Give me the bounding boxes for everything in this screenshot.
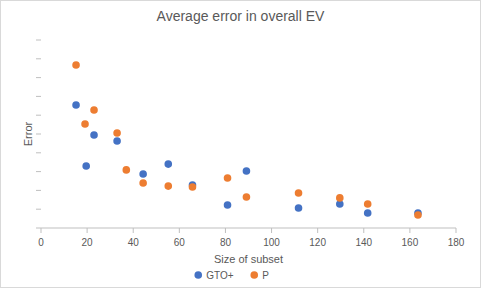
x-tick-label: 20 xyxy=(82,237,94,248)
x-tick-label: 100 xyxy=(263,237,280,248)
x-tick xyxy=(409,228,410,233)
point xyxy=(139,179,147,187)
point xyxy=(90,131,98,139)
y-tick xyxy=(36,228,41,229)
y-tick xyxy=(36,190,41,191)
x-tick-label: 140 xyxy=(355,237,372,248)
point xyxy=(164,160,172,168)
x-axis-label: Size of subset xyxy=(214,253,283,265)
x-tick xyxy=(363,228,364,233)
point xyxy=(139,170,147,178)
legend: GTO+ P xyxy=(194,270,269,281)
chart-container: Average error in overall EV 0 20 40 60 80 100 1… xyxy=(0,0,481,288)
x-tick-label: 180 xyxy=(448,237,465,248)
y-tick xyxy=(36,40,41,41)
point xyxy=(123,166,131,174)
x-tick xyxy=(271,228,272,233)
point xyxy=(243,167,251,175)
point xyxy=(72,61,80,69)
y-tick xyxy=(36,171,41,172)
point xyxy=(81,120,89,128)
point xyxy=(243,193,251,201)
x-tick-label: 40 xyxy=(128,237,140,248)
chart-svg: Average error in overall EV 0 20 40 60 80 100 1… xyxy=(0,0,481,288)
x-tick xyxy=(456,228,457,233)
point xyxy=(364,209,372,217)
point xyxy=(113,137,121,145)
y-tick xyxy=(36,152,41,153)
x-tick-label: 120 xyxy=(309,237,326,248)
plot-area xyxy=(72,61,422,219)
point xyxy=(295,204,303,212)
x-tick-label: 0 xyxy=(38,237,44,248)
chart-border xyxy=(1,1,481,288)
legend-marker xyxy=(194,271,202,279)
point xyxy=(364,200,372,208)
legend-label: P xyxy=(262,270,269,281)
x-axis xyxy=(41,228,456,229)
x-tick-label: 80 xyxy=(220,237,232,248)
legend-label: GTO+ xyxy=(206,270,233,281)
x-tick xyxy=(87,228,88,233)
y-tick xyxy=(36,96,41,97)
y-tick xyxy=(36,77,41,78)
y-tick xyxy=(36,134,41,135)
y-axis-label: Error xyxy=(22,121,34,146)
x-tick xyxy=(317,228,318,233)
point xyxy=(336,194,344,202)
x-tick-label: 160 xyxy=(402,237,419,248)
point xyxy=(224,201,232,209)
x-tick xyxy=(41,228,42,233)
point xyxy=(224,174,232,182)
point xyxy=(72,101,80,109)
legend-marker xyxy=(250,271,258,279)
point xyxy=(82,162,90,170)
point xyxy=(414,211,422,219)
series xyxy=(72,101,422,217)
point xyxy=(164,182,172,190)
y-tick xyxy=(36,58,41,59)
y-tick xyxy=(36,209,41,210)
x-tick-label: 60 xyxy=(174,237,186,248)
point xyxy=(113,129,121,137)
point xyxy=(90,106,98,114)
series xyxy=(72,61,422,219)
point xyxy=(189,183,197,191)
x-tick xyxy=(179,228,180,233)
y-tick xyxy=(36,115,41,116)
x-tick xyxy=(133,228,134,233)
x-tick xyxy=(225,228,226,233)
point xyxy=(295,189,303,197)
title: Average error in overall EV xyxy=(157,8,325,24)
